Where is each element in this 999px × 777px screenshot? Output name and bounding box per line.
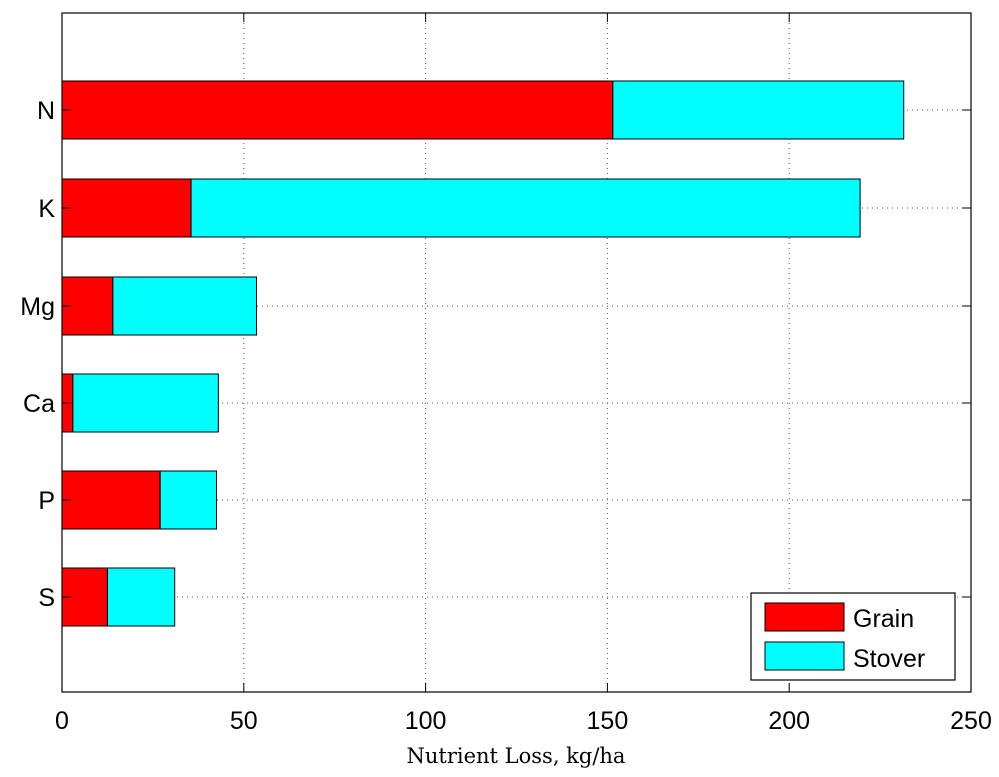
bar-stover-p [159,470,218,530]
plot-frame [61,12,972,693]
y-tick-label: Mg [20,293,55,321]
bar-stover-ca [72,373,219,433]
legend-label-stover: Stover [853,645,925,673]
grid-lines [62,13,971,692]
bar-grain-k [61,178,192,238]
bar-stover-n [612,80,905,140]
y-tick-label: K [38,195,55,223]
legend: Grain Stover [750,592,956,681]
x-tick-label: 150 [587,707,629,735]
bars [61,80,905,627]
x-tick-label: 50 [230,707,258,735]
bar-stover-mg [112,276,258,336]
x-tick-labels: 0 50 100 150 200 250 [55,707,992,735]
legend-swatch-stover [764,641,845,671]
y-tick-label: Ca [23,390,55,418]
bar-stover-k [190,178,861,238]
y-tick-label: N [37,97,55,125]
x-tick-label: 250 [950,707,992,735]
legend-swatch-grain [764,602,845,632]
bar-stover-s [106,567,176,627]
bar-grain-p [61,470,161,530]
y-tick-label: P [38,487,55,515]
x-tick-label: 100 [405,707,447,735]
legend-label-grain: Grain [853,605,914,633]
y-tick-labels: N K Mg Ca P S [20,97,55,612]
x-axis-label: Nutrient Loss, kg/ha [407,744,626,768]
x-tick-label: 200 [768,707,810,735]
bar-grain-n [61,80,614,140]
x-tick-label: 0 [55,707,69,735]
y-tick-label: S [38,584,55,612]
